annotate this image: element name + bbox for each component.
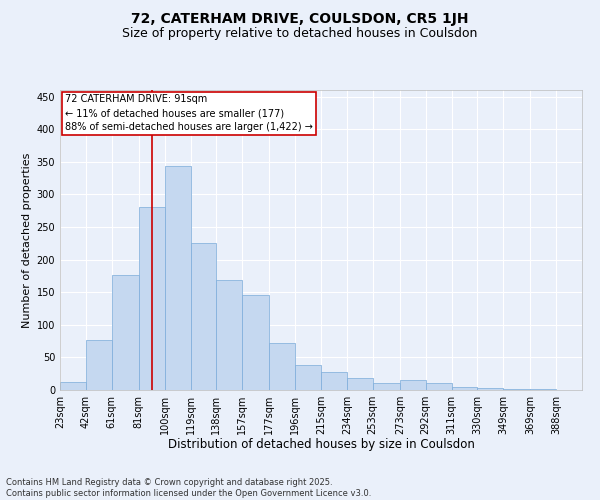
Bar: [60, 382, 86, 390]
Bar: [478, 388, 503, 390]
X-axis label: Distribution of detached houses by size in Coulsdon: Distribution of detached houses by size …: [167, 438, 475, 452]
Y-axis label: Number of detached properties: Number of detached properties: [22, 152, 32, 328]
Bar: [242, 296, 269, 390]
Bar: [164, 166, 191, 390]
Bar: [86, 340, 112, 390]
Bar: [425, 384, 452, 390]
Bar: [503, 388, 530, 390]
Bar: [139, 208, 164, 390]
Bar: [321, 372, 347, 390]
Bar: [191, 244, 217, 390]
Bar: [295, 365, 321, 390]
Text: 72 CATERHAM DRIVE: 91sqm
← 11% of detached houses are smaller (177)
88% of semi-: 72 CATERHAM DRIVE: 91sqm ← 11% of detach…: [65, 94, 313, 132]
Bar: [400, 380, 425, 390]
Bar: [373, 383, 400, 390]
Bar: [112, 274, 139, 390]
Bar: [452, 386, 478, 390]
Bar: [217, 280, 242, 390]
Bar: [269, 343, 295, 390]
Text: Contains HM Land Registry data © Crown copyright and database right 2025.
Contai: Contains HM Land Registry data © Crown c…: [6, 478, 371, 498]
Bar: [347, 378, 373, 390]
Text: 72, CATERHAM DRIVE, COULSDON, CR5 1JH: 72, CATERHAM DRIVE, COULSDON, CR5 1JH: [131, 12, 469, 26]
Text: Size of property relative to detached houses in Coulsdon: Size of property relative to detached ho…: [122, 28, 478, 40]
